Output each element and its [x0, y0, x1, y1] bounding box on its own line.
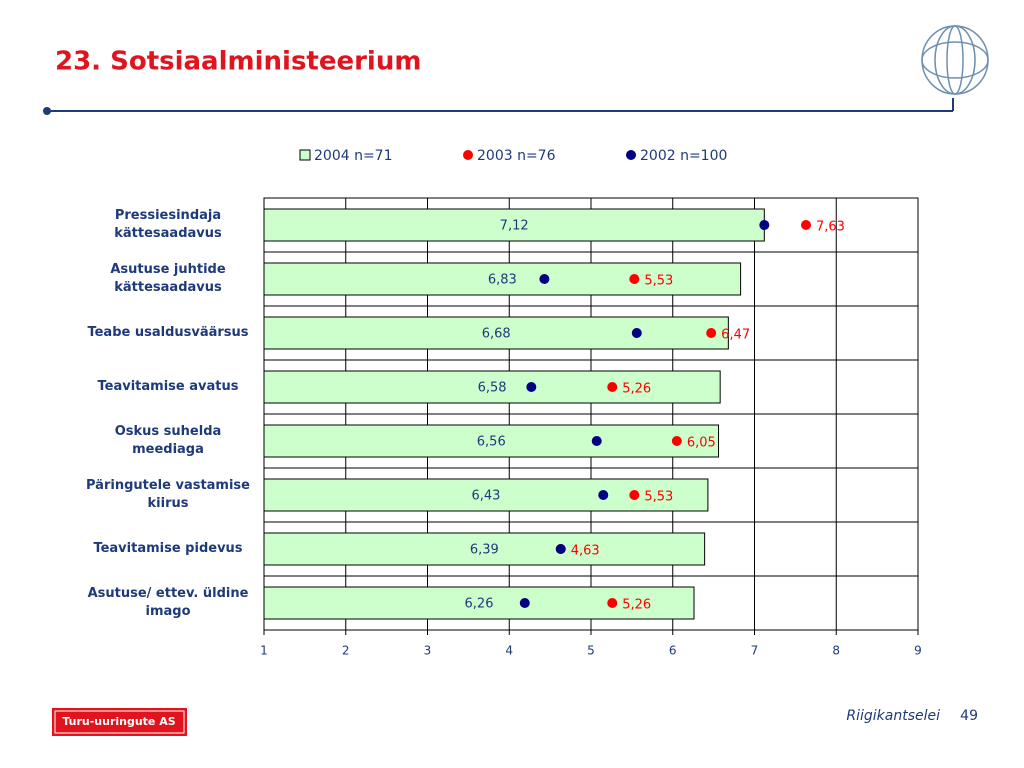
legend-swatch: [463, 150, 473, 160]
value-label: 6,83: [488, 273, 517, 288]
x-tick-label: 9: [914, 644, 922, 658]
legend-label: 2003 n=76: [477, 148, 556, 164]
dot: [526, 382, 537, 392]
dot: [631, 328, 642, 338]
value-label: 6,26: [465, 597, 494, 612]
legend-label: 2002 n=100: [640, 148, 727, 164]
x-tick-label: 8: [832, 644, 840, 658]
y-tick-label: Teavitamise avatus: [97, 379, 239, 394]
dot: [519, 598, 530, 608]
value-label: 6,47: [721, 328, 750, 343]
footer-logo-box: [52, 708, 187, 736]
footer-logo: Turu-uuringute AS: [62, 715, 175, 728]
x-tick-label: 5: [587, 644, 595, 658]
bar: [263, 370, 721, 404]
y-tick-label: Oskus suhelda meediaga: [114, 424, 222, 457]
bar: [263, 208, 765, 242]
value-label: 4,63: [571, 544, 600, 559]
dot: [706, 328, 717, 338]
dot: [591, 436, 602, 446]
legend-swatch: [626, 150, 636, 160]
y-tick-label: Päringutele vastamise kiirus: [86, 478, 250, 511]
value-label: 6,58: [478, 381, 507, 396]
footer-source: Riigikantselei: [846, 708, 940, 724]
rule-dot: [43, 107, 51, 115]
dot: [555, 544, 566, 554]
dot: [629, 274, 640, 284]
dot: [629, 490, 640, 500]
slide-title: 23. Sotsiaalministeerium: [55, 47, 421, 77]
value-label: 6,43: [471, 489, 500, 504]
value-label: 5,53: [644, 490, 673, 505]
x-tick-label: 3: [424, 644, 432, 658]
dot: [671, 436, 682, 446]
bar: [263, 586, 695, 620]
value-label: 6,68: [482, 327, 511, 342]
bar: [263, 262, 742, 296]
x-tick-label: 1: [260, 644, 268, 658]
dot: [801, 220, 812, 230]
value-label: 6,56: [477, 435, 506, 450]
dot: [539, 274, 550, 284]
bar: [263, 424, 720, 458]
dot: [607, 598, 618, 608]
y-tick-label: Teabe usaldusväärsus: [87, 325, 249, 340]
corner-logo: [921, 25, 989, 95]
x-tick-label: 7: [751, 644, 759, 658]
y-tick-label: Asutuse/ ettev. üldine imago: [87, 586, 249, 619]
legend-swatch: [299, 149, 311, 161]
value-label: 6,05: [687, 436, 716, 451]
page-number: 49: [960, 708, 978, 724]
y-tick-label: Pressiesindaja kättesaadavus: [114, 208, 222, 241]
x-tick-label: 2: [342, 644, 350, 658]
value-label: 5,26: [622, 598, 651, 613]
x-tick-label: 6: [669, 644, 677, 658]
value-label: 7,63: [816, 220, 845, 235]
legend-label: 2004 n=71: [314, 148, 393, 164]
bar: [263, 316, 729, 350]
y-tick-label: Asutuse juhtide kättesaadavus: [110, 262, 226, 295]
x-tick-label: 4: [505, 644, 513, 658]
dot: [598, 490, 609, 500]
value-label: 5,53: [644, 274, 673, 289]
value-label: 5,26: [622, 382, 651, 397]
value-label: 7,12: [500, 219, 529, 234]
footer-logo-frame: [54, 710, 185, 734]
dot: [607, 382, 618, 392]
y-tick-label: Teavitamise pidevus: [93, 541, 243, 556]
dot: [759, 220, 770, 230]
bar: [263, 532, 706, 566]
value-label: 6,39: [470, 543, 499, 558]
